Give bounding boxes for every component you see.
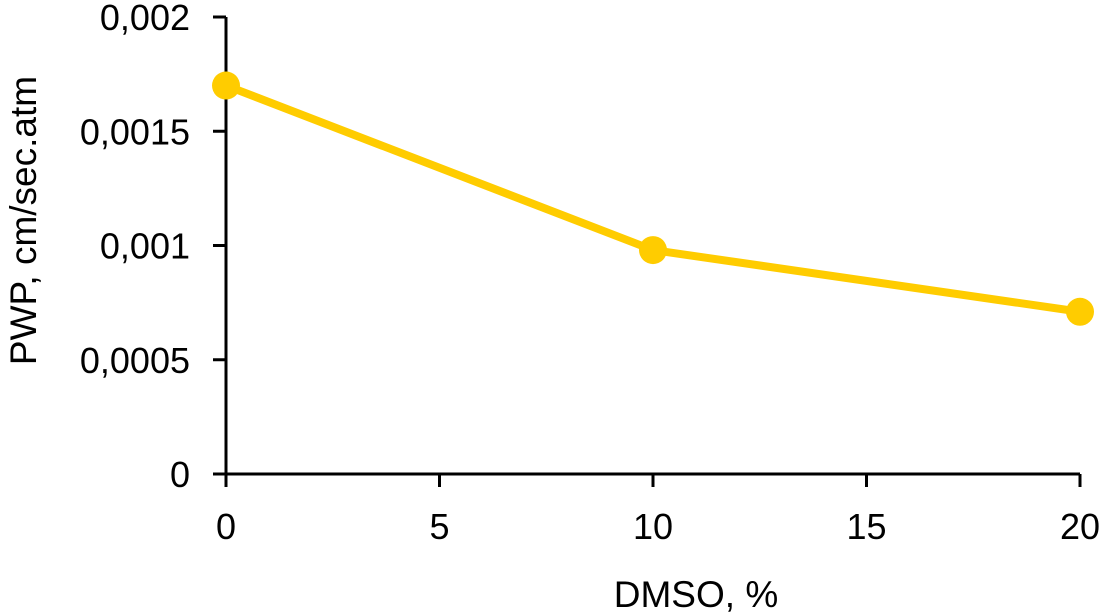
data-point [639, 236, 667, 265]
tick-labels: 0 0,0005 0,001 0,0015 0,002 0 5 10 15 20 [80, 0, 1100, 547]
y-tick-label: 0,002 [100, 0, 190, 38]
data-point [212, 71, 240, 100]
y-axis-title: PWP, cm/sec.atm [3, 76, 44, 365]
x-tick-label: 15 [846, 506, 886, 547]
x-tick-label: 20 [1060, 506, 1100, 547]
series-line [222, 81, 1084, 316]
x-tick-label: 10 [633, 506, 673, 547]
data-point [1066, 297, 1094, 326]
y-tick-label: 0,001 [100, 226, 190, 267]
series-group [212, 71, 1094, 326]
y-tick-label: 0,0015 [80, 111, 190, 152]
x-axis-title: DMSO, % [614, 574, 778, 614]
x-tick-label: 5 [429, 506, 449, 547]
y-tick-label: 0,0005 [80, 340, 190, 381]
y-tick-label: 0 [170, 454, 190, 495]
x-tick-label: 0 [216, 506, 236, 547]
